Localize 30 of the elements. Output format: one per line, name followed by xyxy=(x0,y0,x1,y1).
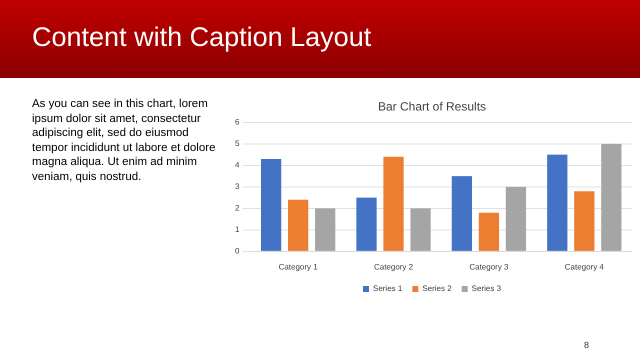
bar xyxy=(356,198,377,251)
bar xyxy=(601,144,622,251)
bar xyxy=(478,212,500,251)
text: 8 xyxy=(584,340,590,350)
bar xyxy=(288,200,308,251)
y-tick-label: 2 xyxy=(234,204,240,213)
bar xyxy=(452,176,472,251)
text: Content with Caption Layout xyxy=(32,22,372,53)
text: As you can see in this chart, lorem ipsum dolor sit amet, consectetur adipiscing elit, sed do eiusmod tempor incididunt ut labore et dolore magna aliqua. Ut enim ad minim veniam, quis nostrud. xyxy=(32,97,216,184)
bar xyxy=(383,156,404,251)
y-tick-label: 4 xyxy=(234,160,240,170)
x-tick-label: Category 3 xyxy=(469,262,510,272)
y-tick-label: 6 xyxy=(234,118,240,127)
x-tick-label: Category 1 xyxy=(278,262,318,272)
y-tick-label: 3 xyxy=(234,182,240,192)
y-tick-label: 0 xyxy=(234,246,240,256)
bar xyxy=(260,158,282,251)
x-tick-label: Category 4 xyxy=(564,262,604,272)
bar xyxy=(574,191,594,251)
x-tick-label: Category 2 xyxy=(374,262,414,272)
y-tick-label: 5 xyxy=(234,139,240,148)
y-tick-label: 1 xyxy=(234,225,240,234)
legend-label: Series 1 xyxy=(372,284,403,294)
legend-label: Series 3 xyxy=(472,284,502,294)
legend-label: Series 2 xyxy=(422,284,452,294)
bar xyxy=(506,186,526,251)
chart-title: Bar Chart of Results xyxy=(378,100,486,114)
bar xyxy=(315,208,336,251)
bar xyxy=(410,208,431,251)
bar xyxy=(547,154,568,251)
